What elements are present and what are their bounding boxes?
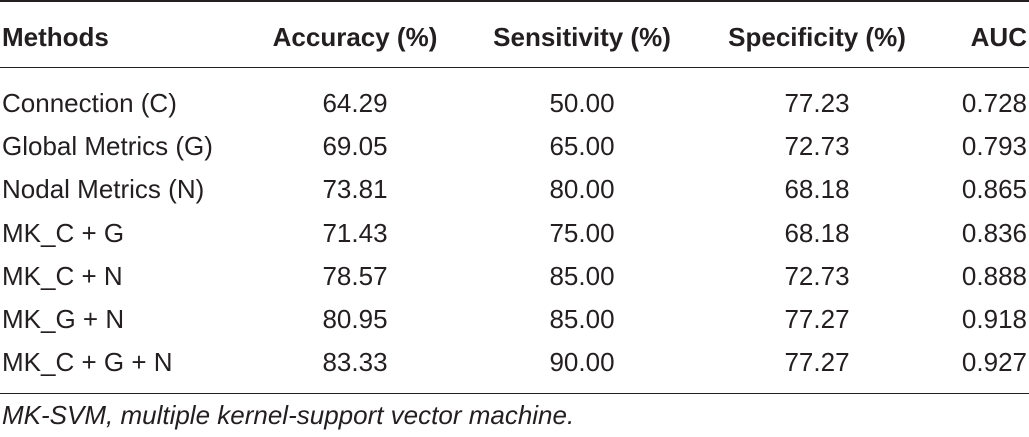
value-cell: 0.888 (961, 260, 1027, 291)
value-cell: 0.793 (961, 131, 1027, 162)
value-cell: 80.95 (322, 304, 388, 334)
value-cell: 65.00 (549, 131, 615, 162)
value-cell: 0.836 (961, 217, 1027, 248)
method-cell: MK_C + G + N (2, 347, 173, 378)
value-cell: 78.57 (322, 260, 388, 291)
method-cell: Connection (C) (2, 88, 177, 118)
value-cell: 68.18 (784, 174, 850, 205)
bottom-rule (0, 393, 1029, 394)
method-cell: MK_C + N (2, 260, 123, 291)
value-cell: 71.43 (322, 217, 388, 248)
header-cell: AUC (970, 22, 1027, 52)
value-cell: 72.73 (784, 260, 850, 291)
value-cell: 77.23 (784, 88, 850, 118)
header-cell: Accuracy (%) (272, 22, 438, 52)
method-cell: Global Metrics (G) (2, 131, 213, 162)
value-cell: 85.00 (549, 304, 615, 334)
header-cell: Specificity (%) (728, 22, 906, 52)
method-cell: MK_G + N (2, 304, 125, 334)
value-cell: 73.81 (322, 174, 388, 205)
value-cell: 64.29 (322, 88, 388, 118)
value-cell: 75.00 (549, 217, 615, 248)
value-cell: 77.27 (784, 347, 850, 378)
value-cell: 68.18 (784, 217, 850, 248)
value-cell: 0.918 (961, 304, 1027, 334)
header-cell: Methods (2, 22, 109, 52)
value-cell: 80.00 (549, 174, 615, 205)
value-cell: 0.728 (961, 88, 1027, 118)
value-cell: 69.05 (322, 131, 388, 162)
value-cell: 83.33 (322, 347, 388, 378)
value-cell: 90.00 (549, 347, 615, 378)
value-cell: 50.00 (549, 88, 615, 118)
header-cell: Sensitivity (%) (493, 22, 671, 52)
value-cell: 77.27 (784, 304, 850, 334)
value-cell: 72.73 (784, 131, 850, 162)
value-cell: 0.927 (961, 347, 1027, 378)
top-rule (0, 0, 1029, 2)
method-cell: Nodal Metrics (N) (2, 174, 205, 205)
footnote: MK-SVM, multiple kernel-support vector m… (2, 400, 575, 430)
value-cell: 85.00 (549, 260, 615, 291)
header-rule (0, 67, 1029, 68)
method-cell: MK_C + G (2, 217, 125, 248)
value-cell: 0.865 (961, 174, 1027, 205)
